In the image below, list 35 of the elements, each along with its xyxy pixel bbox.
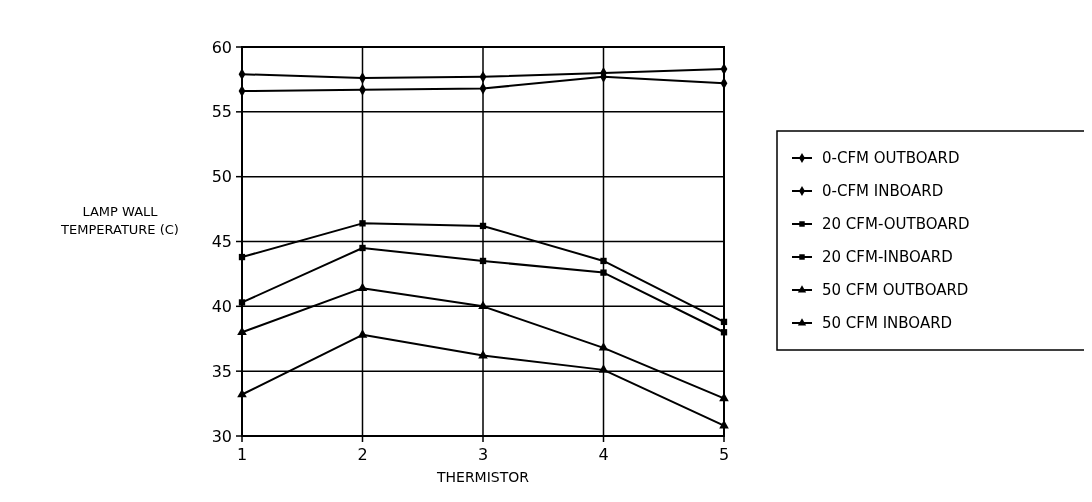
- x-tick-label: 2: [357, 445, 368, 464]
- point: [600, 257, 607, 265]
- point: [479, 222, 487, 230]
- point: [598, 364, 609, 373]
- legend-label: 50 CFM OUTBOARD: [822, 281, 969, 300]
- y-tick-label: 45: [211, 232, 232, 252]
- point: [720, 329, 728, 336]
- point: [598, 342, 609, 351]
- x-tick-label: 4: [598, 445, 609, 464]
- point: [359, 244, 366, 252]
- point: [357, 329, 368, 338]
- legend-label: 20 CFM-INBOARD: [822, 248, 953, 267]
- point: [479, 257, 487, 265]
- point: [359, 220, 366, 227]
- point: [238, 253, 246, 261]
- y-tick-label: 55: [211, 102, 232, 122]
- point: [478, 300, 488, 310]
- legend-label: 0-CFM OUTBOARD: [822, 149, 960, 168]
- y-tick-label: 35: [211, 361, 232, 381]
- x-tick-label: 1: [236, 445, 248, 464]
- x-tick-label: 5: [718, 445, 730, 464]
- point: [357, 282, 368, 291]
- y-axis-title: LAMP WALL TEMPERATURE (C): [60, 204, 179, 237]
- point: [720, 318, 728, 326]
- point: [478, 350, 488, 359]
- x-tick-label: 3: [477, 445, 489, 464]
- y-tick-label: 40: [211, 296, 232, 316]
- point: [600, 269, 607, 276]
- legend-label: 20 CFM-OUTBOARD: [822, 215, 970, 234]
- x-axis-title: THERMISTOR: [435, 469, 530, 485]
- y-tick-label: 30: [211, 426, 232, 446]
- y-tick-label: 50: [211, 167, 232, 187]
- legend-label: 50 CFM INBOARD: [822, 314, 953, 333]
- legend-label: 0-CFM INBOARD: [822, 182, 944, 201]
- y-tick-label: 60: [211, 37, 232, 57]
